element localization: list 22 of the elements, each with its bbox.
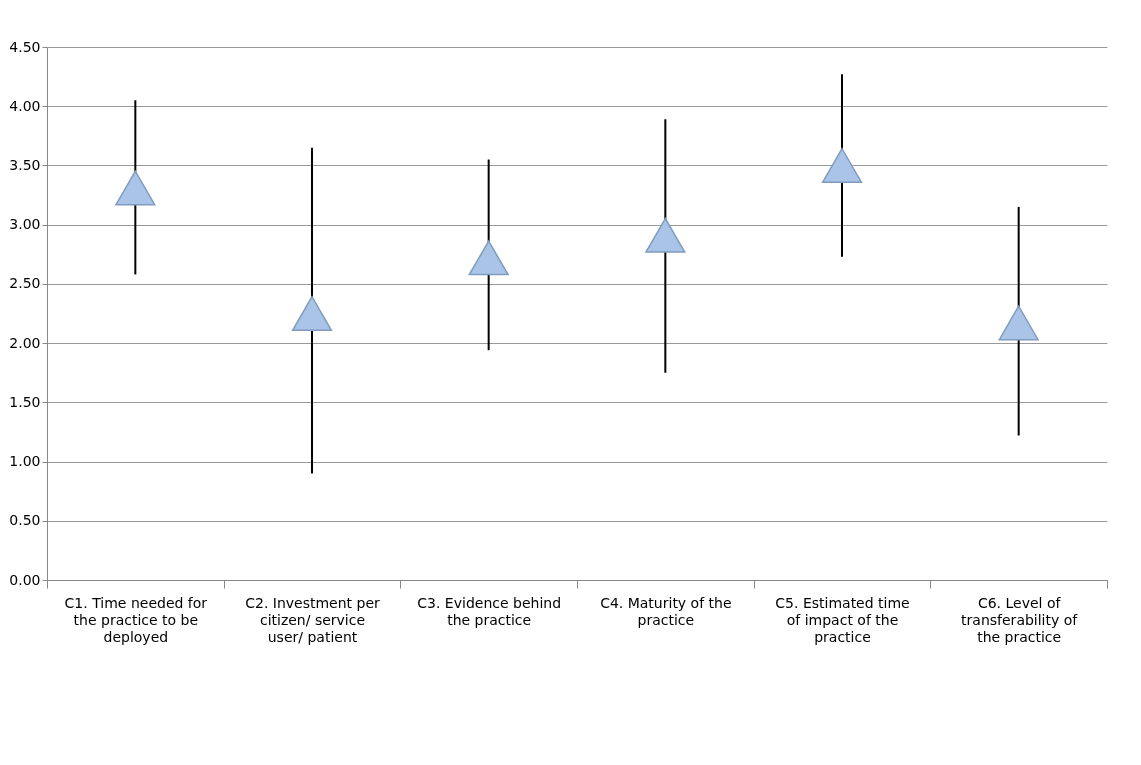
x-tick-label: C6. Level of transferability of the practice [961,594,1079,645]
y-tick-label: 1.00 [9,453,41,470]
x-tick-label: C1. Time needed for the practice to be deployed [64,594,208,645]
y-tick-label: 1.50 [9,393,41,410]
point [821,147,863,183]
point [998,305,1039,341]
x-tick-label: C4. Maturity of the practice [600,594,732,628]
point [291,295,333,332]
y-tick-label: 3.00 [9,216,41,233]
x-tick-label: C5. Estimated time of impact of the practice [775,594,910,645]
x-tick-label: C2. Investment per citizen/ service user/ patient [245,594,381,645]
point [645,217,686,253]
point [468,240,509,276]
y-tick-label: 4.00 [9,97,41,114]
y-tick-label: 0.00 [9,571,41,588]
y-tick-label: 2.00 [9,334,41,351]
point [115,170,156,206]
x-tick-label: C3. Evidence behind the practice [417,594,562,628]
y-tick-label: 0.50 [9,512,41,529]
y-tick-label: 4.50 [9,38,41,55]
y-tick-label: 3.50 [9,156,41,173]
y-tick-label: 2.50 [9,275,41,292]
